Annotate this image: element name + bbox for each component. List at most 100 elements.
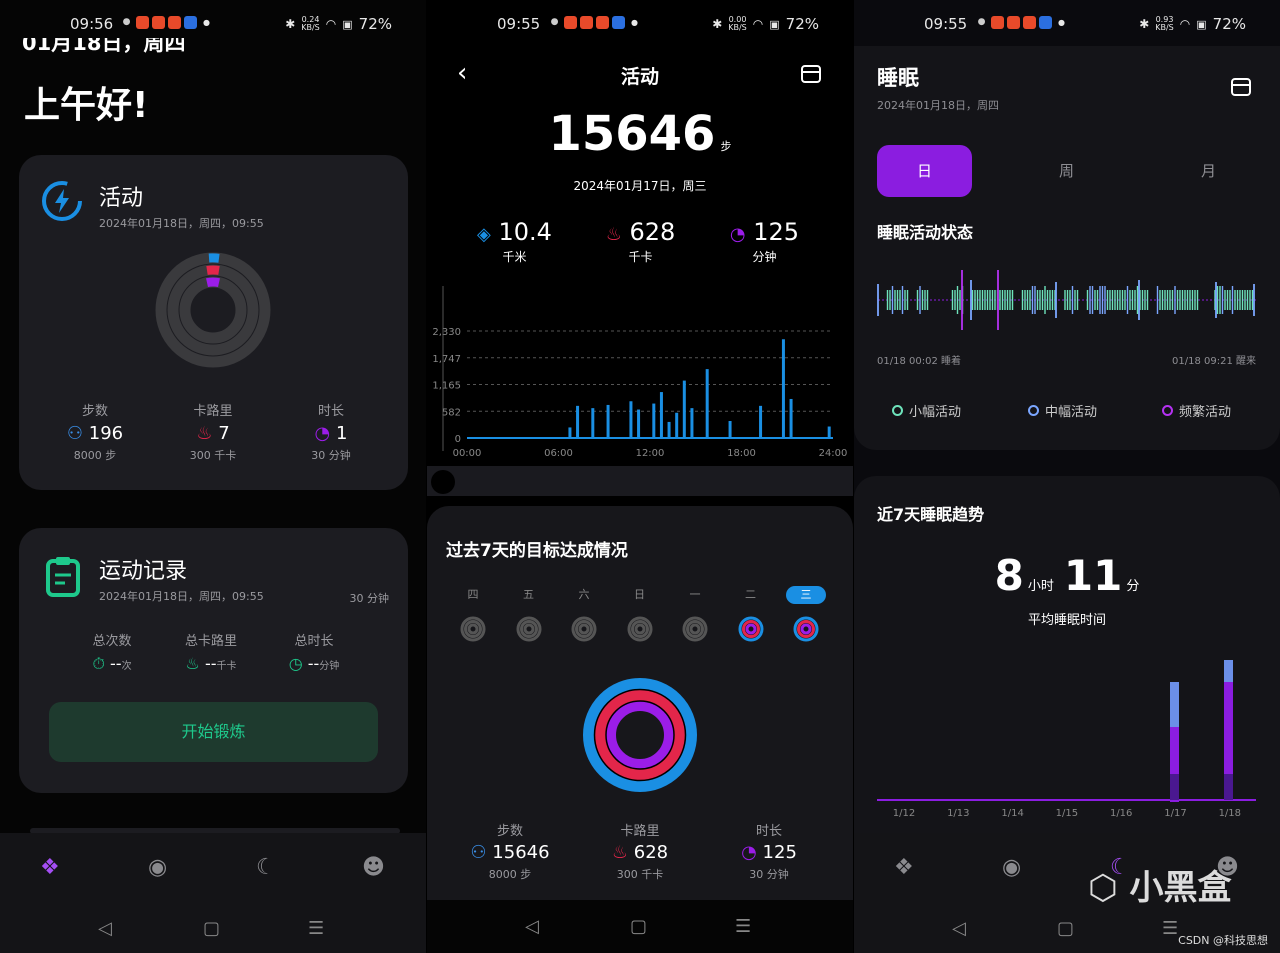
home-icon[interactable]: ▢ bbox=[1057, 918, 1075, 939]
nav-sleep-icon[interactable]: ☾ bbox=[256, 855, 276, 880]
selected-date: 2024年01月17日，周三 bbox=[573, 179, 707, 193]
tab-day[interactable]: 日 bbox=[877, 145, 972, 197]
scrubber-handle[interactable] bbox=[431, 470, 455, 494]
trend-x-label: 1/13 bbox=[947, 808, 969, 819]
clipboard-icon bbox=[46, 557, 80, 597]
tab-week[interactable]: 周 bbox=[1058, 162, 1074, 180]
legend-light: 小幅活动 bbox=[892, 401, 961, 420]
nav-explore-icon[interactable]: ◉ bbox=[1002, 855, 1022, 880]
total-count-stat: 总次数 ⏱ --次 bbox=[67, 630, 157, 674]
duration-value: 125 bbox=[762, 842, 797, 863]
status-right: ✱ 0.93 KB/S ◠ ▣ 72% bbox=[1139, 15, 1246, 33]
total-duration-value: -- bbox=[307, 654, 320, 673]
page-date: 2024年01月18日，周四 bbox=[877, 99, 999, 112]
workout-card[interactable]: 运动记录 2024年01月18日，周四，09:55 30 分钟 总次数 ⏱ --… bbox=[19, 528, 408, 793]
bluetooth-icon: ✱ bbox=[1139, 17, 1150, 31]
home-icon[interactable]: ▢ bbox=[203, 918, 221, 939]
trend-bar-1-18-deep bbox=[1224, 774, 1233, 800]
status-time: 09:55 bbox=[924, 15, 968, 33]
goal-rings bbox=[583, 678, 697, 792]
app-icon bbox=[564, 16, 577, 29]
day-column[interactable]: 一 bbox=[675, 586, 715, 646]
trend-x-label: 1/12 bbox=[893, 808, 915, 819]
wechat-icon: ● bbox=[122, 17, 131, 27]
trend-bar-1-18-light bbox=[1224, 660, 1233, 682]
duration-goal: 30 分钟 bbox=[311, 449, 351, 462]
clock-icon: ◔ bbox=[729, 224, 746, 245]
steps-total-unit: 步 bbox=[720, 140, 732, 153]
distance-unit: 千米 bbox=[502, 250, 527, 264]
step-bar bbox=[728, 421, 732, 438]
status-right: ✱ 0.00 KB/S ◠ ▣ 72% bbox=[712, 15, 819, 33]
nav-profile-icon[interactable]: ☻ bbox=[362, 855, 385, 880]
day-ring-icon bbox=[571, 616, 597, 642]
credit-text: CSDN @科技思想 bbox=[1178, 934, 1268, 947]
activity-card[interactable]: 活动 2024年01月18日，周四，09:55 步数 ⚇ 196 8000 步 … bbox=[19, 155, 408, 490]
day-ring-icon bbox=[460, 616, 486, 642]
steps-label: 步数 bbox=[496, 824, 523, 839]
duration-stat: 时长 ◔ 1 30 分钟 bbox=[291, 400, 371, 463]
back-arrow-icon[interactable]: ‹ bbox=[457, 58, 468, 88]
network-speed: 0.93 KB/S bbox=[1155, 15, 1174, 32]
trend-x-label: 1/16 bbox=[1110, 808, 1132, 819]
calories-unit: 千卡 bbox=[628, 250, 653, 264]
day-ring-icon bbox=[793, 616, 819, 642]
more-icon: ● bbox=[203, 18, 210, 27]
system-nav: ◁ ▢ ☰ bbox=[427, 900, 853, 953]
nav-explore-icon[interactable]: ◉ bbox=[148, 855, 168, 880]
app-icon bbox=[596, 16, 609, 29]
watermark-text: 小黑盒 bbox=[1129, 868, 1232, 908]
activity-date: 2024年01月18日，周四，09:55 bbox=[99, 217, 264, 230]
day-column[interactable]: 三 bbox=[786, 586, 826, 646]
home-icon[interactable]: ▢ bbox=[630, 916, 648, 937]
day-label: 五 bbox=[523, 588, 534, 601]
menu-icon[interactable]: ☰ bbox=[1162, 918, 1179, 939]
day-column[interactable]: 四 bbox=[453, 586, 493, 646]
nav-activity-icon[interactable]: ❖ bbox=[40, 855, 60, 880]
battery-level: 72% bbox=[358, 15, 392, 33]
tab-month[interactable]: 月 bbox=[1200, 162, 1216, 180]
flame-icon: ♨ bbox=[611, 842, 629, 863]
notification-icons: ● ● bbox=[975, 16, 1068, 29]
day-label: 二 bbox=[745, 588, 756, 601]
step-bar bbox=[606, 404, 610, 438]
day-label: 一 bbox=[689, 588, 701, 601]
y-tick-label: 1,747 bbox=[432, 354, 461, 365]
day-column[interactable]: 日 bbox=[620, 586, 660, 646]
day-label: 三 bbox=[786, 586, 826, 604]
step-bar bbox=[690, 408, 694, 438]
step-bar bbox=[827, 426, 831, 438]
nav-sleep-icon[interactable]: ☾ bbox=[1110, 855, 1130, 880]
notification-icons: ● ● bbox=[548, 16, 641, 29]
network-speed: 0.24 KB/S bbox=[301, 15, 320, 32]
menu-icon[interactable]: ☰ bbox=[735, 916, 752, 937]
workout-duration: 30 分钟 bbox=[349, 592, 390, 605]
start-workout-button[interactable]: 开始锻炼 bbox=[49, 702, 378, 762]
status-bar: 09:55 ● ● ✱ 0.93 KB/S ◠ ▣ 72% bbox=[854, 0, 1280, 46]
menu-icon[interactable]: ☰ bbox=[308, 918, 325, 939]
calendar-icon[interactable] bbox=[1230, 76, 1252, 98]
activity-title: 活动 bbox=[99, 186, 144, 211]
total-calories-value: -- bbox=[204, 654, 217, 673]
steps-label: 步数 bbox=[81, 404, 108, 419]
calendar-icon[interactable] bbox=[800, 63, 822, 85]
clock-icon: ◷ bbox=[288, 654, 303, 673]
activity-rings bbox=[155, 252, 271, 368]
app-icon bbox=[168, 16, 181, 29]
chart-scrubber[interactable] bbox=[427, 466, 853, 496]
stopwatch-icon: ⏱ bbox=[92, 654, 105, 673]
battery-saver-icon: ▣ bbox=[769, 17, 780, 31]
day-column[interactable]: 六 bbox=[564, 586, 604, 646]
back-icon[interactable]: ◁ bbox=[952, 918, 966, 939]
nav-activity-icon[interactable]: ❖ bbox=[894, 855, 914, 880]
back-icon[interactable]: ◁ bbox=[98, 918, 112, 939]
goal-steps-stat: 步数 ⚇ 15646 8000 步 bbox=[470, 820, 550, 882]
app-icon bbox=[152, 16, 165, 29]
back-icon[interactable]: ◁ bbox=[525, 916, 539, 937]
steps-value: 15646 bbox=[492, 842, 550, 863]
day-column[interactable]: 二 bbox=[731, 586, 771, 646]
day-label: 日 bbox=[634, 588, 645, 601]
day-column[interactable]: 五 bbox=[509, 586, 549, 646]
nav-profile-icon[interactable]: ☻ bbox=[1216, 855, 1239, 880]
day-ring-icon bbox=[682, 616, 708, 642]
